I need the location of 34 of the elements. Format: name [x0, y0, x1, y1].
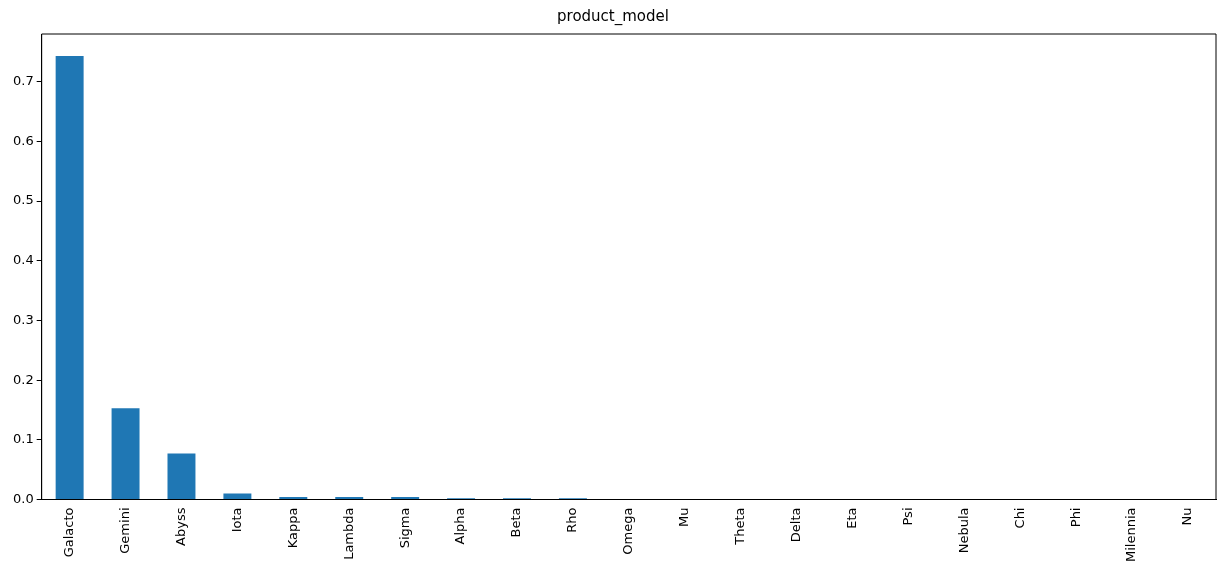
- x-tick-label: Rho: [564, 507, 580, 533]
- bar: [167, 453, 196, 500]
- x-tick-label: Nebula: [955, 507, 971, 554]
- x-tick-label: Milennia: [1123, 507, 1139, 563]
- x-tick-label: Phi: [1067, 507, 1083, 528]
- x-tick-label: Alpha: [452, 507, 468, 545]
- y-tick-label: 0.7: [12, 73, 34, 89]
- x-tick-label: Iota: [228, 507, 244, 533]
- x-tick-label: Chi: [1011, 507, 1027, 529]
- x-tick-label: Beta: [508, 507, 524, 538]
- x-tick-label: Eta: [843, 507, 859, 529]
- x-tick-label: Galacto: [61, 507, 77, 558]
- bar: [111, 408, 140, 500]
- x-tick-label: Delta: [787, 507, 803, 543]
- bar: [223, 493, 252, 500]
- y-tick-label: 0.1: [12, 431, 34, 447]
- y-tick-label: 0.6: [12, 132, 34, 148]
- x-tick-label: Gemini: [116, 507, 132, 554]
- x-tick-label: Kappa: [284, 507, 300, 549]
- x-tick-label: Sigma: [396, 507, 412, 549]
- bar: [55, 56, 84, 500]
- y-tick-label: 0.0: [12, 490, 34, 506]
- y-tick-label: 0.3: [12, 311, 34, 327]
- x-tick-label: Omega: [620, 507, 636, 555]
- x-tick-label: Mu: [676, 507, 692, 527]
- x-tick-label: Psi: [899, 507, 915, 526]
- y-tick-label: 0.4: [12, 252, 34, 268]
- x-tick-label: Abyss: [172, 507, 188, 546]
- x-tick-label: Theta: [732, 507, 748, 546]
- chart-title: product_model: [557, 6, 669, 26]
- y-tick-label: 0.2: [12, 371, 34, 387]
- y-tick-label: 0.5: [12, 192, 34, 208]
- x-tick-label: Nu: [1179, 507, 1195, 526]
- x-tick-label: Lambda: [340, 507, 356, 560]
